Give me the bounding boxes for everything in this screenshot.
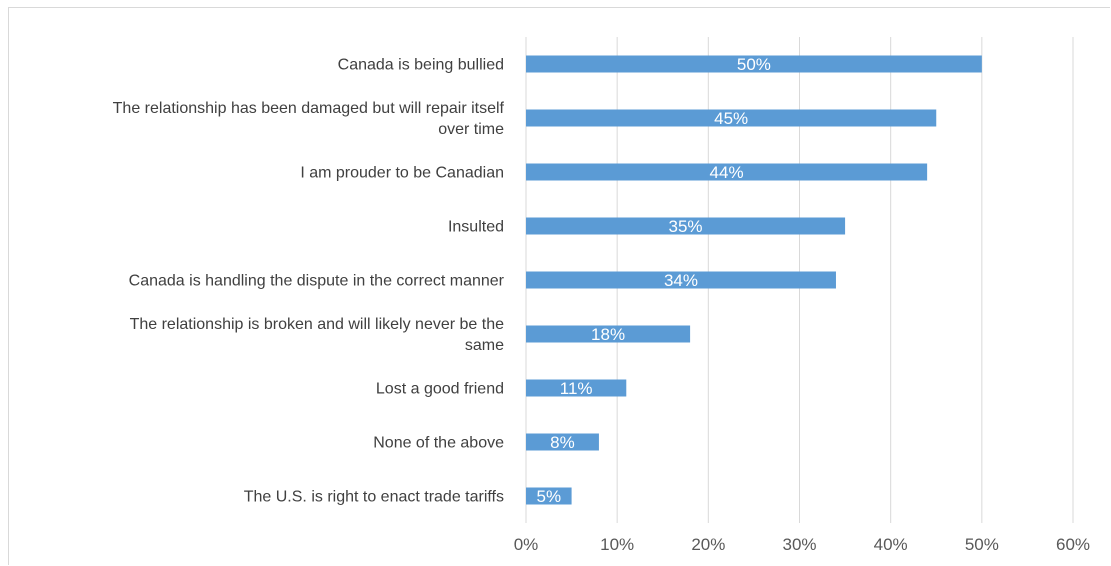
- x-tick-label: 20%: [691, 535, 725, 554]
- bars: [526, 55, 982, 505]
- bar: [526, 163, 928, 181]
- x-tick-label: 30%: [782, 535, 816, 554]
- category-label: I am prouder to be Canadian: [300, 165, 504, 182]
- category-label: The U.S. is right to enact trade tariffs: [244, 489, 504, 506]
- data-label: 5%: [537, 487, 562, 506]
- data-label: 45%: [714, 109, 748, 128]
- category-label: The relationship has been damaged but wi…: [113, 100, 505, 138]
- x-tick-label: 60%: [1056, 535, 1090, 554]
- data-label: 34%: [664, 271, 698, 290]
- category-label: Lost a good friend: [376, 381, 504, 398]
- category-labels: Canada is being bullied The relationship …: [113, 57, 505, 506]
- data-label: 50%: [737, 55, 771, 74]
- bar: [526, 109, 937, 127]
- data-label: 35%: [669, 217, 703, 236]
- x-tick-label: 50%: [965, 535, 999, 554]
- bar: [526, 55, 982, 73]
- bar: [526, 325, 691, 343]
- bar: [526, 379, 627, 397]
- x-tick-label: 40%: [874, 535, 908, 554]
- data-label: 8%: [550, 433, 575, 452]
- bar: [526, 271, 836, 289]
- data-label: 11%: [560, 379, 593, 398]
- x-axis-tick-labels: 0% 10% 20% 30% 40% 50% 60%: [514, 535, 1090, 554]
- category-label: Canada is being bullied: [338, 57, 504, 74]
- data-labels: 50% 45% 44% 35% 34% 18% 11% 8% 5%: [537, 55, 771, 506]
- category-label: None of the above: [373, 435, 504, 452]
- bar: [526, 487, 572, 505]
- category-label: Canada is handling the dispute in the co…: [129, 273, 505, 290]
- x-tick-label: 0%: [514, 535, 539, 554]
- x-tick-label: 10%: [600, 535, 634, 554]
- bar: [526, 433, 599, 451]
- category-label: The relationship is broken and will like…: [130, 316, 505, 354]
- bar: [526, 217, 846, 235]
- chart-frame: [8, 7, 1110, 565]
- data-label: 18%: [591, 325, 625, 344]
- data-label: 44%: [710, 163, 744, 182]
- category-label: Insulted: [448, 219, 504, 236]
